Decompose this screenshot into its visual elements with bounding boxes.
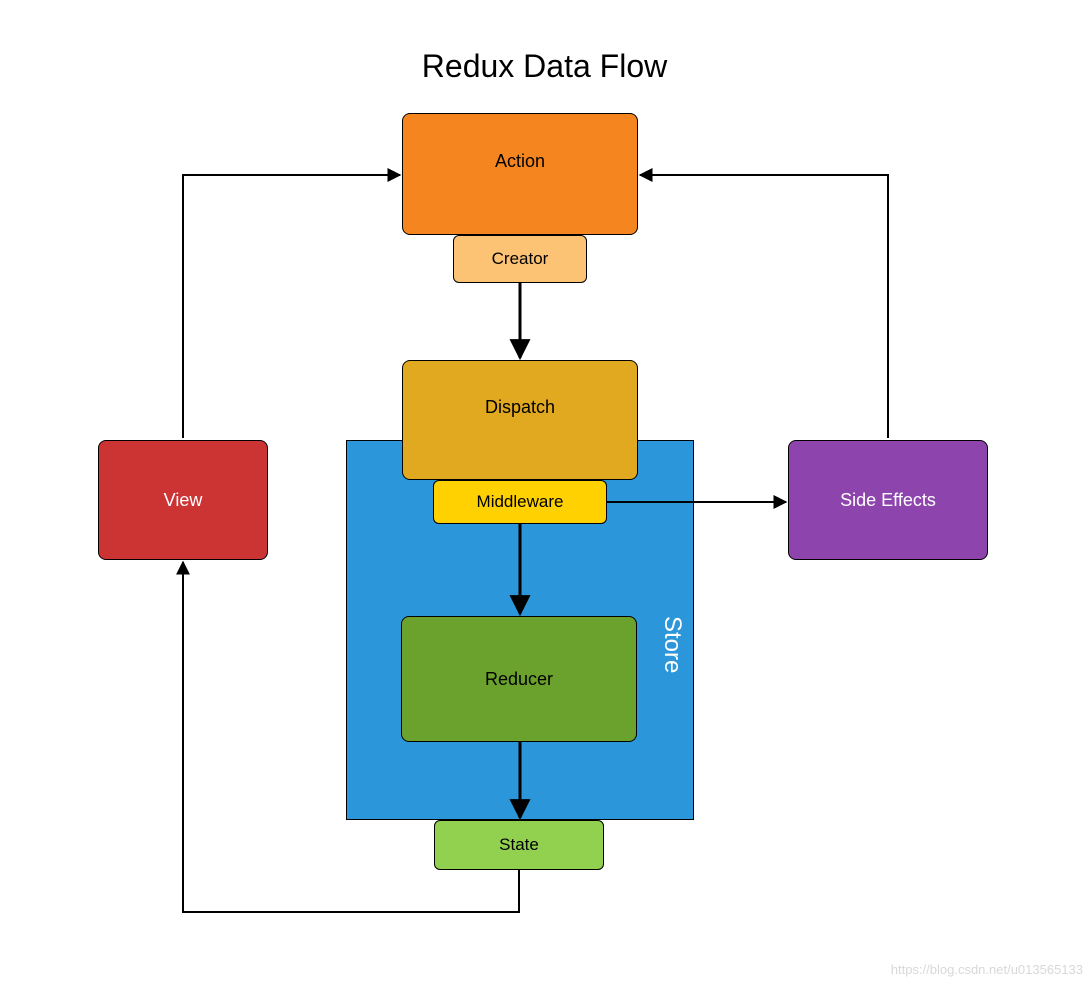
node-action: Action [402, 113, 638, 235]
node-view-label: View [164, 490, 203, 511]
diagram-title: Redux Data Flow [0, 48, 1089, 85]
store-label: Store [658, 616, 686, 673]
edge-view-action [183, 175, 400, 438]
node-action-label: Action [495, 151, 545, 172]
node-reducer: Reducer [401, 616, 637, 742]
node-reducer-label: Reducer [485, 669, 553, 690]
node-middleware: Middleware [433, 480, 607, 524]
edge-side_effects-action [640, 175, 888, 438]
node-creator: Creator [453, 235, 587, 283]
node-dispatch: Dispatch [402, 360, 638, 480]
node-state: State [434, 820, 604, 870]
node-side-effects-label: Side Effects [840, 490, 936, 511]
node-state-label: State [499, 835, 539, 855]
node-middleware-label: Middleware [477, 492, 564, 512]
node-dispatch-label: Dispatch [485, 397, 555, 418]
watermark: https://blog.csdn.net/u013565133 [891, 962, 1083, 977]
node-side-effects: Side Effects [788, 440, 988, 560]
node-creator-label: Creator [492, 249, 549, 269]
node-view: View [98, 440, 268, 560]
